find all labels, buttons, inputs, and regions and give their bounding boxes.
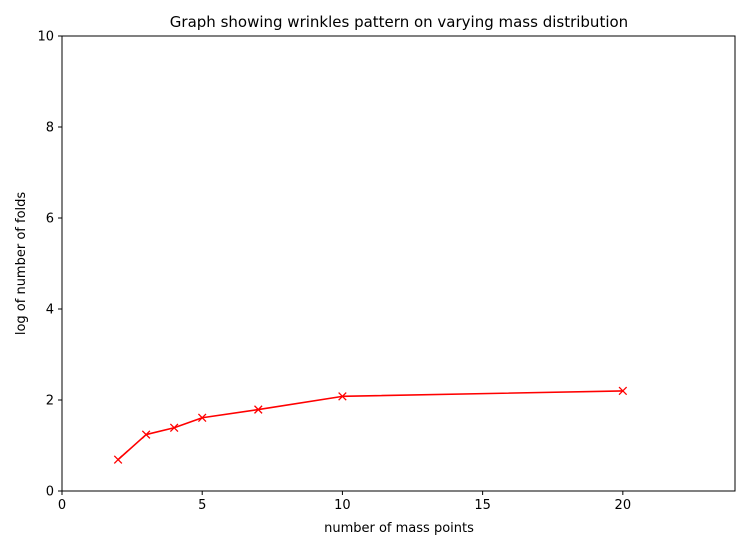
data-point-marker: [141, 430, 151, 439]
y-tick-label: 6: [46, 212, 54, 227]
data-point-marker: [169, 423, 179, 433]
plot-area: 0 5 10 15 20 0 2 4 6 8 10: [37, 30, 736, 513]
y-tick-label: 2: [46, 394, 54, 409]
y-tick-label: 0: [46, 485, 54, 500]
y-tick-label: 10: [37, 30, 54, 45]
data-point-marker: [113, 455, 123, 464]
x-axis-label: number of mass points: [324, 521, 474, 536]
series-line: [117, 390, 623, 461]
data-point-marker: [254, 405, 263, 414]
x-tick-label: 0: [58, 498, 66, 513]
data-point-marker: [197, 413, 207, 423]
x-tick-label: 10: [334, 498, 351, 513]
data-point-marker: [618, 386, 628, 396]
data-point-marker: [338, 392, 347, 401]
x-tick-label: 15: [474, 498, 491, 513]
x-tick-label: 20: [615, 498, 632, 513]
chart-title: Graph showing wrinkles pattern on varyin…: [170, 13, 628, 31]
y-axis-label: log of number of folds: [14, 192, 29, 336]
y-tick-label: 8: [46, 121, 54, 136]
x-tick-label: 5: [198, 498, 206, 513]
axes-frame: [61, 35, 736, 492]
y-tick-label: 4: [46, 303, 54, 318]
